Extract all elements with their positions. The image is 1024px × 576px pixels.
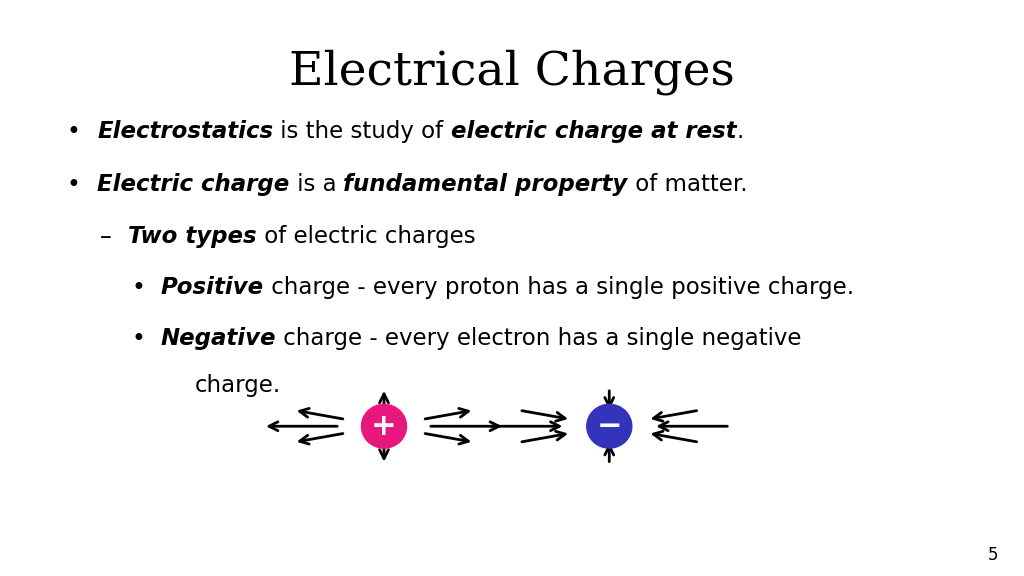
Text: −: − — [597, 412, 622, 441]
Text: Electrical Charges: Electrical Charges — [289, 49, 735, 94]
Text: •: • — [131, 276, 145, 301]
Text: +: + — [371, 412, 397, 441]
Ellipse shape — [587, 404, 632, 448]
Text: .: . — [736, 120, 743, 143]
Text: charge.: charge. — [195, 374, 281, 397]
Text: Electric charge: Electric charge — [97, 173, 290, 196]
Text: is the study of: is the study of — [273, 120, 451, 143]
Text: of matter.: of matter. — [628, 173, 748, 196]
Text: –: – — [100, 225, 112, 249]
Text: •: • — [67, 173, 81, 197]
Text: charge - every electron has a single negative: charge - every electron has a single neg… — [276, 327, 802, 350]
Text: Electrostatics: Electrostatics — [97, 120, 273, 143]
Text: Two types: Two types — [128, 225, 257, 248]
Text: charge - every proton has a single positive charge.: charge - every proton has a single posit… — [264, 276, 854, 300]
Text: Positive: Positive — [161, 276, 264, 300]
Text: •: • — [67, 120, 81, 144]
Text: of electric charges: of electric charges — [257, 225, 475, 248]
Text: fundamental property: fundamental property — [343, 173, 628, 196]
Text: Negative: Negative — [161, 327, 276, 350]
Text: is a: is a — [290, 173, 343, 196]
Ellipse shape — [361, 404, 407, 448]
Text: electric charge at rest: electric charge at rest — [451, 120, 736, 143]
Text: 5: 5 — [988, 547, 998, 564]
Text: •: • — [131, 327, 145, 351]
